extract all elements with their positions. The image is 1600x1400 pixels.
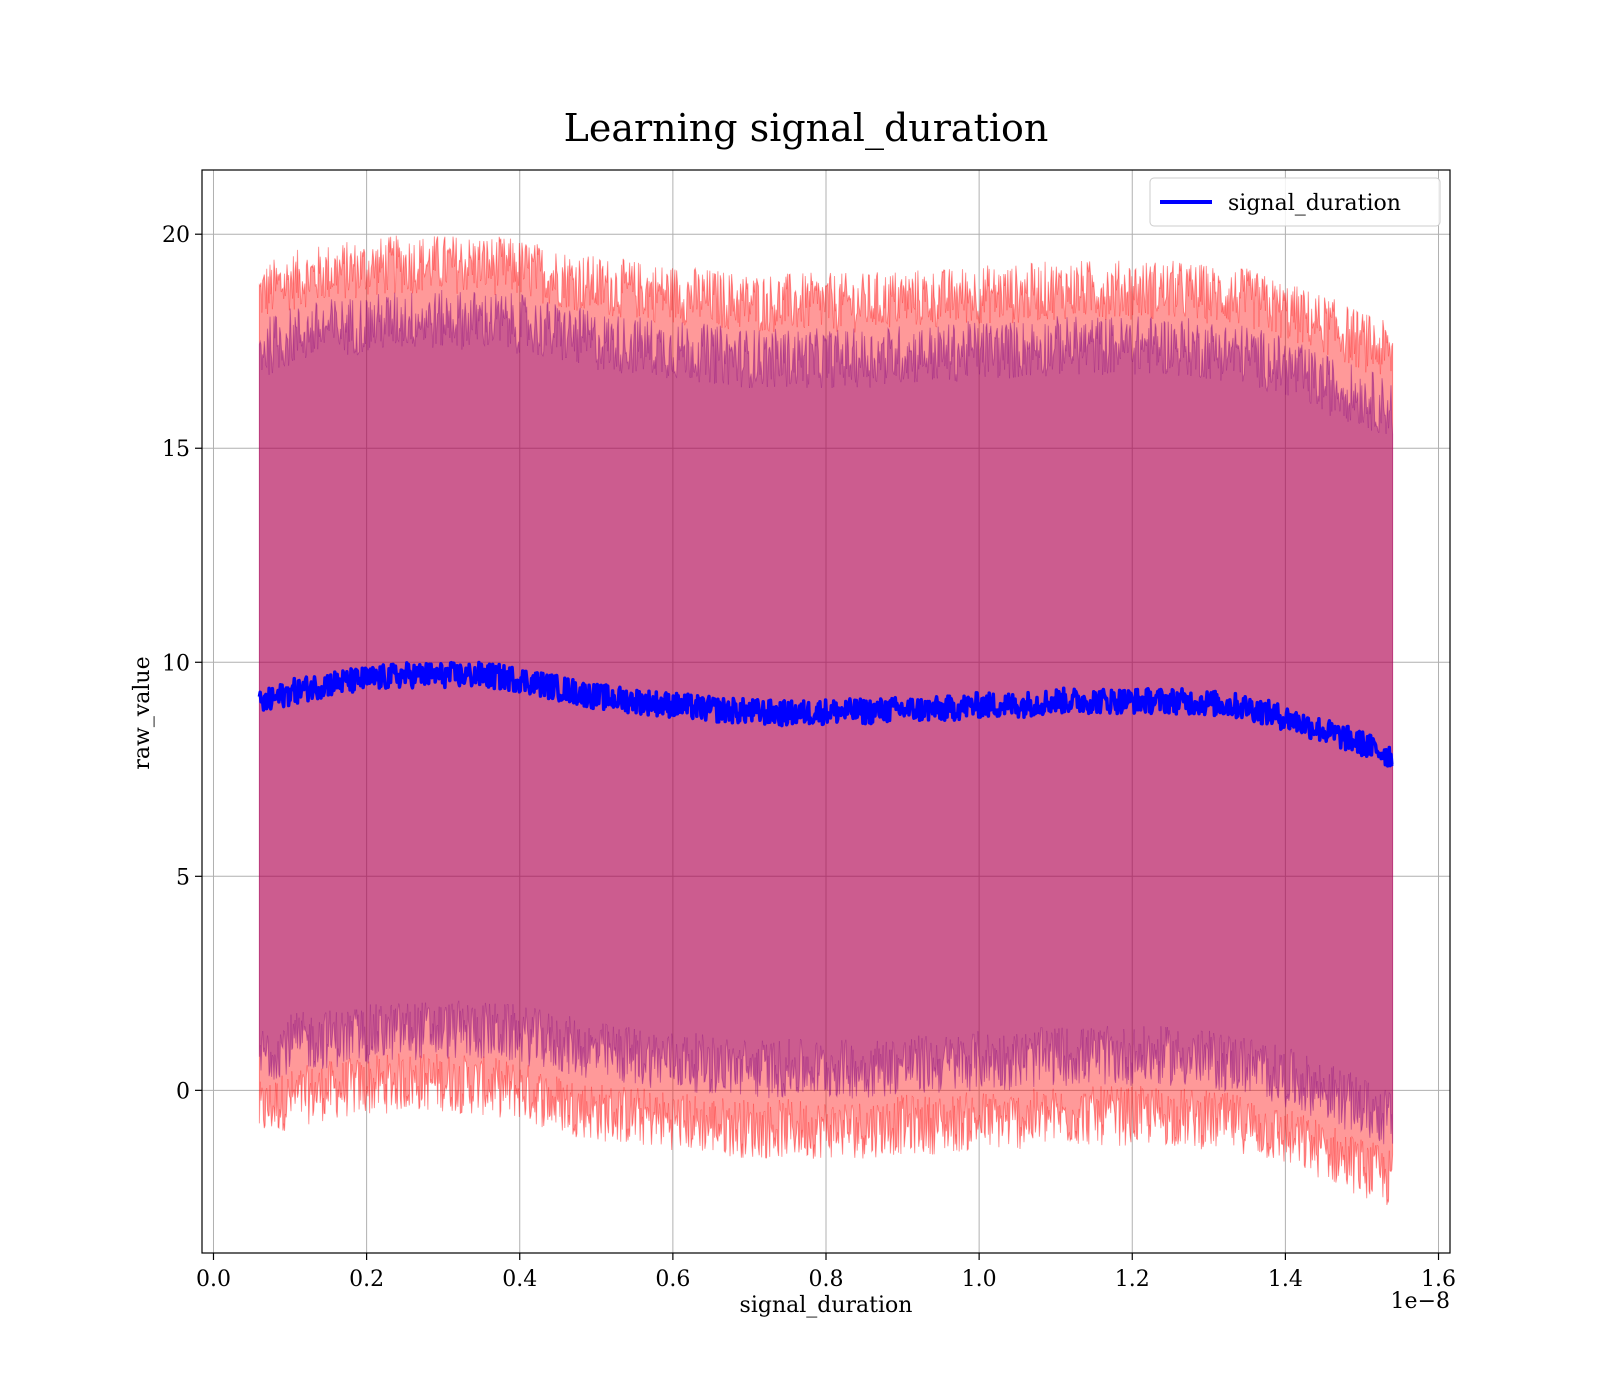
x-tick-label: 0.4	[502, 1267, 537, 1292]
x-offset-label: 1e−8	[1391, 1289, 1450, 1314]
y-axis-label: raw_value	[130, 656, 155, 769]
x-tick-label: 1.2	[1115, 1267, 1150, 1292]
series-line-1	[257, 660, 1394, 768]
x-tick-label: 1.6	[1421, 1267, 1456, 1292]
x-tick-label: 1.0	[962, 1267, 997, 1292]
ticks: 0.0 0.2 0.4 0.6 0.8 1.0 1.2 1.4 1.6 0 5 10 15 20	[162, 223, 1456, 1292]
x-tick-label: 0.6	[655, 1267, 690, 1292]
chart-title: Learning signal_duration	[564, 106, 1049, 151]
y-tick-label: 5	[176, 865, 190, 890]
y-tick-label: 0	[176, 1079, 190, 1104]
x-tick-label: 1.4	[1268, 1267, 1303, 1292]
legend: signal_duration	[1149, 177, 1441, 227]
x-tick-label: 0.8	[809, 1267, 844, 1292]
x-tick-label: 0.0	[196, 1267, 231, 1292]
grid	[202, 170, 1450, 1253]
y-tick-label: 15	[162, 437, 190, 462]
y-tick-label: 10	[162, 651, 190, 676]
legend-box	[1149, 177, 1441, 227]
x-tick-label: 0.2	[349, 1267, 384, 1292]
legend-label-signal-duration: signal_duration	[1228, 191, 1401, 216]
x-axis-label: signal_duration	[740, 1293, 913, 1318]
y-tick-label: 20	[162, 223, 190, 248]
series-lines	[257, 660, 1394, 768]
